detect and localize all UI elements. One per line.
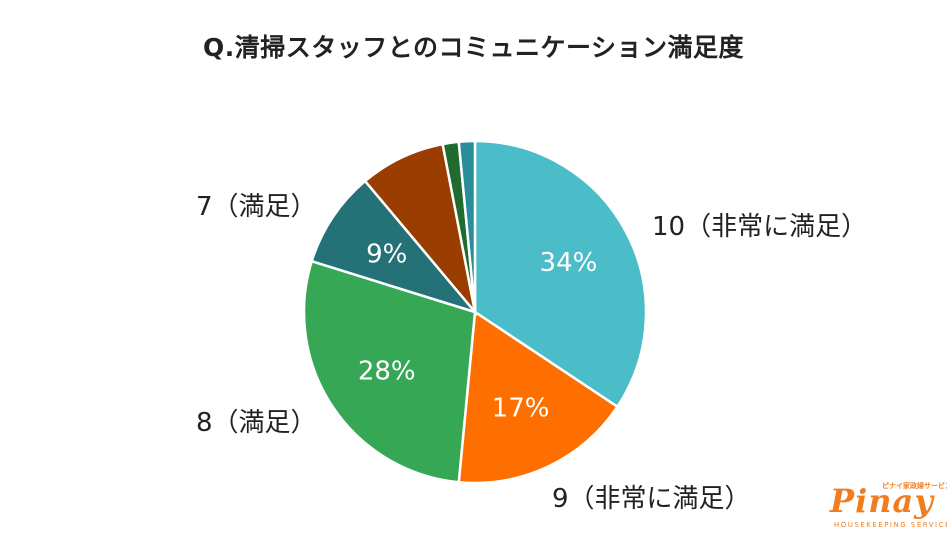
pie-slice xyxy=(302,259,477,484)
pinay-logo: Pinay ピナイ家政婦サービス HOUSEKEEPING SERVICE xyxy=(820,478,947,534)
logo-tagline: ピナイ家政婦サービス xyxy=(882,482,947,490)
pie-slice xyxy=(457,139,477,313)
slice-name-label: 10（非常に満足） xyxy=(652,212,868,242)
slice-percent-label: 9% xyxy=(366,239,407,269)
slice-percent-label: 28% xyxy=(358,357,416,387)
chart-title: Q.清掃スタッフとのコミュニケーション満足度 xyxy=(202,33,744,62)
slice-percent-label: 17% xyxy=(492,394,550,424)
slice-name-label: 8（満足） xyxy=(196,408,317,438)
slice-name-label: 7（満足） xyxy=(196,192,317,222)
logo-wordmark: Pinay xyxy=(830,482,934,520)
slice-percent-label: 34% xyxy=(540,248,598,278)
pie-slice xyxy=(310,179,479,315)
pie-slice xyxy=(457,309,620,485)
slice-name-label: 9（非常に満足） xyxy=(552,484,751,514)
logo-subtext: HOUSEKEEPING SERVICE xyxy=(834,521,947,529)
